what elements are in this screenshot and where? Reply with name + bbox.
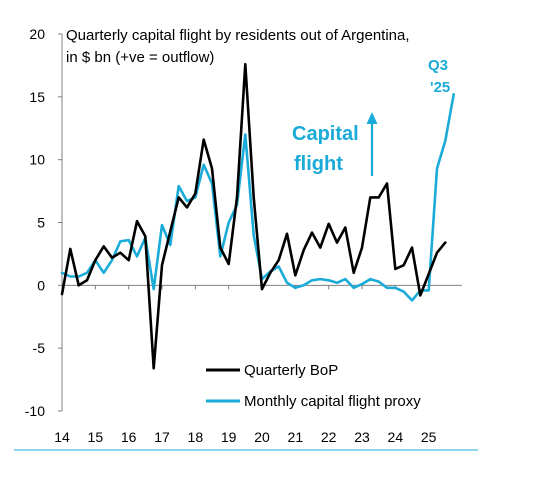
legend-label-quarterly: Quarterly BoP <box>244 362 338 379</box>
x-tick-label: 21 <box>288 429 304 445</box>
y-tick-label: 5 <box>37 215 45 231</box>
x-tick-label: 15 <box>88 429 104 445</box>
legend-label-monthly: Monthly capital flight proxy <box>244 393 421 410</box>
x-tick-label: 18 <box>188 429 204 445</box>
x-axis: 14 15 16 17 18 19 20 21 22 23 24 25 <box>54 284 462 445</box>
y-tick-label: -5 <box>33 340 46 356</box>
x-tick-label: 24 <box>388 429 404 445</box>
q3-annotation-line-1: Q3 <box>428 57 448 74</box>
y-tick-label: -10 <box>25 403 45 419</box>
x-tick-label: 16 <box>121 429 137 445</box>
x-tick-label: 25 <box>421 429 437 445</box>
x-tick-label: 22 <box>321 429 337 445</box>
x-tick-label: 20 <box>254 429 270 445</box>
chart-title-line-2: in $ bn (+ve = outflow) <box>66 49 214 66</box>
capital-flight-annotation-line-2: flight <box>294 153 343 175</box>
y-tick-label: 15 <box>29 89 45 105</box>
chart-title-line-1: Quarterly capital flight by residents ou… <box>66 27 410 44</box>
x-tick-label: 14 <box>54 429 70 445</box>
x-tick-label: 23 <box>354 429 370 445</box>
x-tick-label: 17 <box>154 429 170 445</box>
y-tick-label: 20 <box>29 26 45 42</box>
q3-annotation-line-2: '25 <box>430 79 450 96</box>
y-tick-label: 0 <box>37 277 45 293</box>
series-line-quarterly-bop <box>60 62 447 370</box>
x-tick-label: 19 <box>221 429 237 445</box>
capital-flight-annotation-line-1: Capital <box>292 123 359 145</box>
capital-flight-arrow-icon <box>366 112 378 176</box>
legend: Quarterly BoP Monthly capital flight pro… <box>206 362 421 410</box>
plot-area <box>60 62 455 370</box>
y-tick-label: 10 <box>29 152 45 168</box>
y-axis: 20 15 10 5 0 -5 -10 <box>25 26 63 419</box>
